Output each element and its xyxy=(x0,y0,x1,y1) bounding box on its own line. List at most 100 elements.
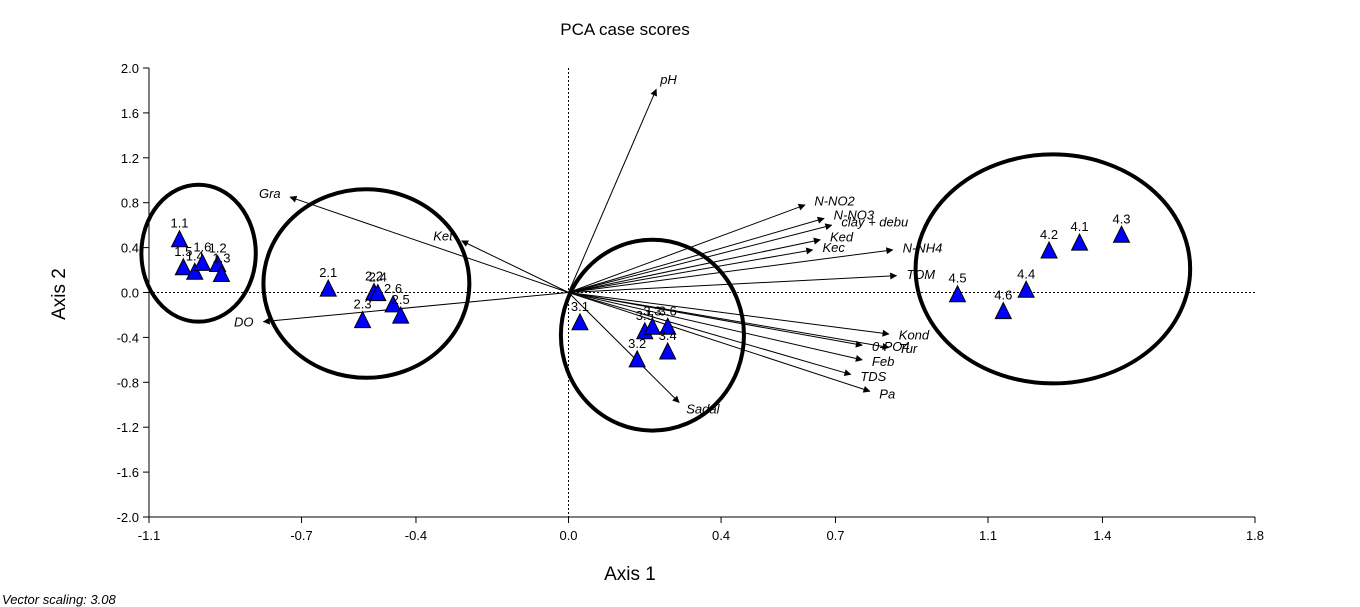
x-tick-label: 1.8 xyxy=(1246,528,1264,543)
vector-label: Ked xyxy=(830,230,854,245)
case-point-label: 4.2 xyxy=(1040,227,1058,242)
vector-label: N-NH4 xyxy=(903,241,943,256)
vector-label: pH xyxy=(659,72,677,87)
vector-arrow xyxy=(568,223,833,293)
vector-label: DO xyxy=(234,315,254,330)
case-point xyxy=(193,253,212,271)
case-point-label: 3.1 xyxy=(571,299,589,314)
x-tick-label: 1.1 xyxy=(979,528,997,543)
case-point-label: 1.3 xyxy=(212,251,230,266)
vector-arrow xyxy=(568,292,890,350)
x-tick-label: -0.7 xyxy=(290,528,312,543)
chart-title: PCA case scores xyxy=(560,20,690,39)
vector-label: Sadal xyxy=(686,402,720,417)
vector-arrow xyxy=(568,292,871,393)
vector-label: Pa xyxy=(879,386,895,401)
case-point xyxy=(369,283,387,302)
y-tick-label: -1.2 xyxy=(117,420,139,435)
y-tick-label: -1.6 xyxy=(117,465,139,480)
vector-label: Gra xyxy=(259,186,281,201)
group-ellipse-2 xyxy=(261,187,472,380)
vector-arrow xyxy=(461,240,569,293)
vector-label: Feb xyxy=(872,354,894,369)
case-point xyxy=(658,317,677,335)
case-point-label: 2.6 xyxy=(384,281,402,296)
vector-arrow xyxy=(289,195,569,293)
case-point xyxy=(628,349,646,368)
case-point-label: 2.3 xyxy=(354,297,372,312)
case-point-label: 1.1 xyxy=(170,216,188,231)
case-point-label: 2.4 xyxy=(369,270,387,285)
x-axis-label: Axis 1 xyxy=(604,564,656,585)
case-point xyxy=(1040,240,1058,259)
group-ellipse-4 xyxy=(913,152,1193,386)
case-point xyxy=(185,262,204,280)
vector-label: Tur xyxy=(899,341,918,356)
x-tick-label: 0.0 xyxy=(559,528,577,543)
case-point-label: 4.4 xyxy=(1017,266,1035,281)
case-point-label: 4.1 xyxy=(1071,219,1089,234)
vector-arrow xyxy=(568,237,821,293)
case-point-label: 2.1 xyxy=(319,265,337,280)
vector-arrow xyxy=(568,88,657,293)
y-axis-label: Axis 2 xyxy=(49,268,70,320)
vector-label: clay + debu xyxy=(841,215,908,230)
x-tick-label: 1.4 xyxy=(1093,528,1111,543)
vector-arrow xyxy=(568,247,894,293)
x-tick-label: 0.4 xyxy=(712,528,730,543)
case-point xyxy=(174,257,193,276)
y-tick-label: 0.8 xyxy=(121,196,139,211)
vector-arrow xyxy=(568,216,825,293)
y-tick-label: 1.6 xyxy=(121,106,139,121)
case-point xyxy=(1070,232,1089,251)
vector-arrow xyxy=(568,203,806,293)
vector-arrow xyxy=(568,292,852,377)
case-point-label: 2.2 xyxy=(365,269,383,284)
vector-label: TDS xyxy=(860,369,886,384)
y-tick-label: -0.4 xyxy=(117,330,139,345)
case-point-label: 2.5 xyxy=(392,292,410,307)
x-tick-label: -0.4 xyxy=(405,528,427,543)
case-point xyxy=(384,294,402,313)
case-point xyxy=(658,341,677,360)
vector-label: Kec xyxy=(822,240,845,255)
vector-label: TOM xyxy=(906,267,935,282)
vector-arrow xyxy=(568,292,863,362)
case-point xyxy=(212,264,231,283)
case-point-label: 3.4 xyxy=(659,328,677,343)
case-point-label: 4.3 xyxy=(1112,211,1130,226)
vector-arrow xyxy=(568,292,890,337)
case-point xyxy=(170,229,189,248)
case-point-label: 1.2 xyxy=(209,240,227,255)
x-tick-label: 0.7 xyxy=(826,528,844,543)
vector-label: Kond xyxy=(899,327,930,342)
y-tick-label: 0.0 xyxy=(121,286,139,301)
case-point xyxy=(948,284,967,303)
case-point xyxy=(319,279,338,297)
vector-label: Ket xyxy=(433,229,454,244)
x-tick-label: -1.1 xyxy=(138,528,160,543)
group-ellipse-3 xyxy=(558,237,746,433)
case-point-label: 3.5 xyxy=(636,308,654,323)
group-ellipse-1 xyxy=(139,182,258,324)
y-tick-label: 0.4 xyxy=(121,241,139,256)
case-point xyxy=(391,305,410,324)
case-point xyxy=(1112,225,1131,243)
vector-arrow xyxy=(568,272,898,293)
vector-label: 0-PO4 xyxy=(872,339,910,354)
case-point xyxy=(994,301,1013,320)
case-point xyxy=(643,317,662,335)
vector-scaling-note: Vector scaling: 3.08 xyxy=(2,592,116,607)
y-tick-label: 2.0 xyxy=(121,61,139,76)
case-point-label: 3.6 xyxy=(659,303,677,318)
y-tick-label: 1.2 xyxy=(121,151,139,166)
case-point-label: 1.5 xyxy=(174,244,192,259)
case-point xyxy=(571,312,589,331)
case-point-label: 4.5 xyxy=(948,271,966,286)
case-point-label: 1.6 xyxy=(193,239,211,254)
vector-label: N-NO3 xyxy=(834,208,875,223)
vector-label: N-NO2 xyxy=(814,193,855,208)
y-tick-label: -2.0 xyxy=(117,510,139,525)
y-tick-label: -0.8 xyxy=(117,375,139,390)
vector-arrow xyxy=(568,292,680,403)
